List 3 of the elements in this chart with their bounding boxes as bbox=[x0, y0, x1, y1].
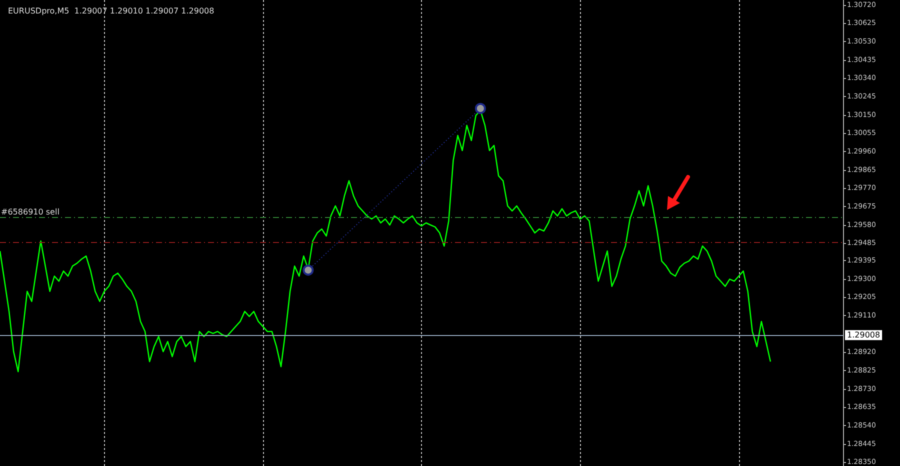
text: EURUSDpro,M5 1.29007 1.29010 1.29007 1.29008 bbox=[8, 6, 214, 16]
ref-line-label: #6586910 sell bbox=[1, 207, 60, 216]
ref-line-label: 1.29008 bbox=[847, 330, 880, 340]
